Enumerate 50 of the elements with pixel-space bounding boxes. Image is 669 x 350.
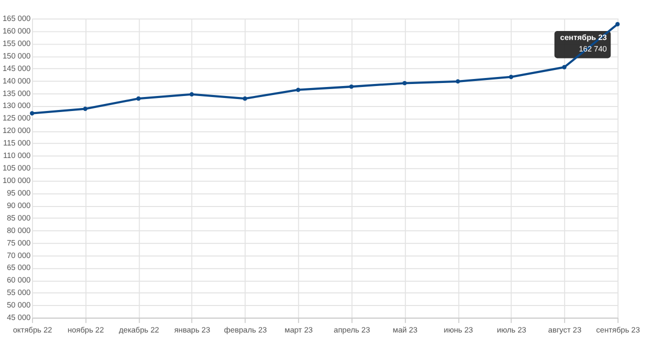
y-tick-label: 75 000 xyxy=(6,238,31,248)
x-tick-label: февраль 23 xyxy=(224,326,267,335)
point xyxy=(456,79,460,84)
y-tick-label: 125 000 xyxy=(2,114,31,123)
y-tick-label: 145 000 xyxy=(2,64,31,73)
x-tick-label: август 23 xyxy=(548,326,582,335)
y-tick-label: 110 000 xyxy=(3,151,31,160)
y-tick-label: 60 000 xyxy=(6,276,31,285)
point xyxy=(349,84,354,89)
y-tick-label: 90 000 xyxy=(6,200,31,210)
y-tick-label: 155 000 xyxy=(2,38,31,48)
x-tick-label: апрель 23 xyxy=(334,326,370,335)
point xyxy=(402,80,407,86)
y-tick-label: 65 000 xyxy=(6,263,31,272)
y-tick-label: 95 000 xyxy=(6,188,31,198)
y-tick-label: 85 000 xyxy=(6,213,31,222)
y-tick-label: 100 000 xyxy=(2,176,31,186)
x-tick-label: декабрь 22 xyxy=(118,326,160,335)
y-tick-label: 150 000 xyxy=(2,51,31,60)
x-tick-label: май 23 xyxy=(392,326,418,335)
y-tick-label: 70 000 xyxy=(6,250,31,260)
x-tick-label: сентябрь 23 xyxy=(596,326,640,335)
y-tick-label: 165 000 xyxy=(2,14,31,24)
point xyxy=(190,92,194,97)
y-tick-label: 140 000 xyxy=(2,76,31,86)
point xyxy=(562,65,566,70)
x-tick-label: март 23 xyxy=(284,326,313,335)
point xyxy=(296,88,300,92)
y-tick-label: 120 000 xyxy=(2,126,31,136)
y-tick-label: 45 000 xyxy=(6,313,31,322)
y-tick-label: 135 000 xyxy=(2,88,31,98)
x-tick-label: июнь 23 xyxy=(444,326,473,335)
x-tick-label: июль 23 xyxy=(496,326,526,335)
y-tick-label: 55 000 xyxy=(6,288,31,298)
y-tick-label: 105 000 xyxy=(2,164,31,173)
point xyxy=(136,96,141,101)
point xyxy=(615,22,620,26)
y-tick-label: 115 000 xyxy=(3,138,31,148)
x-tick-label: январь 23 xyxy=(174,326,210,335)
point xyxy=(30,111,34,116)
x-tick-label: октябрь 22 xyxy=(12,326,52,335)
point xyxy=(242,96,248,101)
y-tick-label: 160 000 xyxy=(2,26,31,36)
point xyxy=(508,74,514,80)
y-tick-label: 50 000 xyxy=(6,300,31,310)
x-tick-label: ноябрь 22 xyxy=(68,326,104,335)
annotation: сентябрь 23 162 740 xyxy=(560,32,608,54)
point xyxy=(83,106,88,111)
y-tick-label: 80 000 xyxy=(6,226,31,235)
y-tick-label: 130 000 xyxy=(2,101,31,110)
